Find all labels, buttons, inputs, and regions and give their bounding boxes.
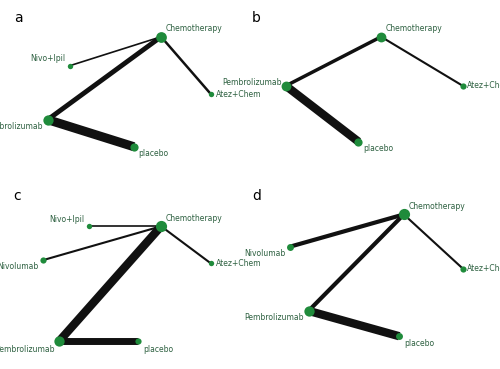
Point [207,92,215,97]
Text: Nivo+Ipil: Nivo+Ipil [30,54,66,63]
Point [66,63,74,69]
Text: Atez+Chem: Atez+Chem [468,264,500,273]
Point [207,261,215,266]
Text: placebo: placebo [404,338,434,348]
Text: Atez+Chem: Atez+Chem [216,90,261,99]
Text: Pembrolizumab: Pembrolizumab [244,313,304,322]
Point [459,266,467,272]
Point [304,308,312,314]
Point [134,338,142,344]
Text: Nivo+Ipil: Nivo+Ipil [49,215,84,224]
Text: Nivolumab: Nivolumab [0,262,38,271]
Text: Chemotherapy: Chemotherapy [166,24,222,33]
Text: Pembrolizumab: Pembrolizumab [222,78,282,87]
Text: Pembrolizumab: Pembrolizumab [0,122,43,131]
Point [377,34,385,40]
Point [84,223,92,229]
Text: placebo: placebo [363,144,393,153]
Text: Pembrolizumab: Pembrolizumab [0,345,54,354]
Text: Chemotherapy: Chemotherapy [386,24,442,33]
Text: a: a [14,11,22,25]
Point [55,338,63,344]
Text: Chemotherapy: Chemotherapy [166,214,222,223]
Point [400,211,408,217]
Text: Atez+Chem: Atez+Chem [468,81,500,90]
Text: Atez+Chem: Atez+Chem [216,259,261,268]
Text: d: d [252,189,260,203]
Point [354,139,362,145]
Point [286,244,294,249]
Point [396,333,404,339]
Point [157,34,165,40]
Text: b: b [252,11,260,25]
Point [282,83,290,89]
Text: placebo: placebo [138,149,168,158]
Point [44,117,52,123]
Point [130,144,138,150]
Text: c: c [14,189,22,203]
Point [157,223,165,229]
Text: Chemotherapy: Chemotherapy [408,202,465,211]
Text: placebo: placebo [143,345,173,354]
Point [39,257,47,263]
Text: Nivolumab: Nivolumab [244,249,286,258]
Point [459,83,467,89]
